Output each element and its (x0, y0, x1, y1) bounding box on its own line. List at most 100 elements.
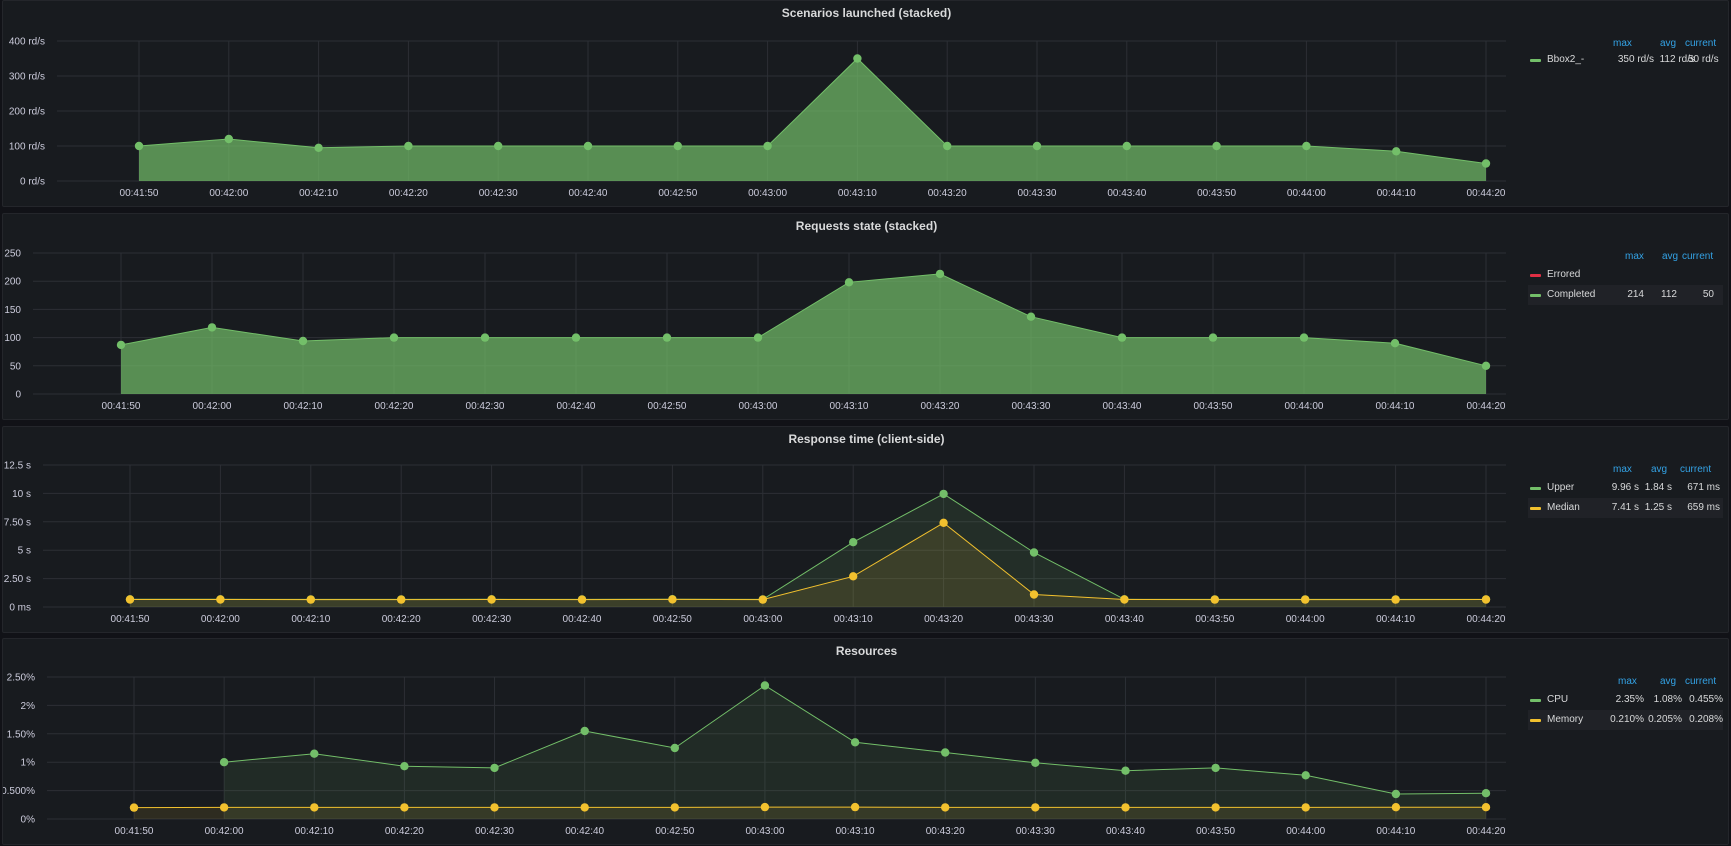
data-point[interactable] (219, 758, 229, 767)
data-point[interactable] (577, 595, 587, 604)
legend-header-max[interactable]: max (1625, 251, 1644, 262)
data-point[interactable] (571, 333, 581, 342)
data-point[interactable] (1391, 789, 1401, 799)
data-point[interactable] (1481, 789, 1491, 798)
data-point[interactable] (400, 762, 409, 771)
data-point[interactable] (314, 143, 323, 152)
data-point[interactable] (1211, 763, 1220, 773)
legend-header-avg[interactable]: avg (1662, 251, 1679, 262)
data-point[interactable] (1117, 333, 1127, 342)
data-point[interactable] (1301, 595, 1310, 604)
data-point[interactable] (310, 749, 319, 758)
data-point[interactable] (1481, 595, 1491, 604)
data-point[interactable] (1031, 758, 1040, 767)
panel-title[interactable]: Scenarios launched (stacked) (781, 6, 952, 20)
data-point[interactable] (1481, 803, 1491, 812)
data-point[interactable] (125, 595, 135, 604)
data-point[interactable] (943, 141, 952, 151)
legend-header-current[interactable]: current (1685, 676, 1717, 687)
legend-header-current[interactable]: current (1682, 251, 1714, 262)
data-point[interactable] (1391, 595, 1400, 604)
data-point[interactable] (670, 743, 679, 753)
data-point[interactable] (753, 333, 763, 342)
data-point[interactable] (494, 141, 503, 151)
panel-title[interactable]: Requests state (stacked) (795, 219, 938, 233)
data-point[interactable] (1121, 803, 1130, 812)
data-point[interactable] (662, 333, 672, 342)
data-point[interactable] (1208, 333, 1218, 342)
data-point[interactable] (1029, 548, 1039, 557)
data-point[interactable] (116, 340, 126, 350)
data-point[interactable] (849, 572, 858, 581)
data-point[interactable] (763, 141, 772, 151)
data-point[interactable] (850, 738, 860, 747)
data-point[interactable] (1302, 141, 1311, 151)
data-point[interactable] (1031, 803, 1040, 812)
legend-header-current[interactable]: current (1685, 38, 1717, 49)
data-point[interactable] (389, 333, 399, 342)
data-point[interactable] (760, 802, 770, 812)
data-point[interactable] (760, 681, 770, 690)
data-point[interactable] (673, 141, 682, 151)
data-point[interactable] (1299, 333, 1309, 342)
data-point[interactable] (1212, 141, 1221, 151)
data-point[interactable] (487, 595, 496, 604)
data-point[interactable] (1390, 339, 1400, 348)
data-point[interactable] (670, 803, 679, 812)
panel-title[interactable]: Response time (client-side) (788, 432, 945, 446)
data-point[interactable] (758, 595, 767, 604)
legend-header-avg[interactable]: avg (1660, 676, 1677, 687)
data-point[interactable] (935, 269, 945, 279)
data-point[interactable] (490, 803, 499, 812)
data-point[interactable] (1301, 771, 1310, 780)
legend-item-median[interactable]: Median 7.41 s 1.25 s 659 ms (1528, 498, 1723, 518)
data-point[interactable] (298, 336, 308, 346)
data-point[interactable] (580, 803, 589, 812)
data-point[interactable] (941, 748, 950, 757)
data-point[interactable] (1391, 803, 1401, 812)
data-point[interactable] (134, 141, 144, 151)
data-point[interactable] (1210, 595, 1220, 604)
data-point[interactable] (404, 141, 413, 151)
data-point[interactable] (1122, 141, 1132, 151)
data-point[interactable] (1026, 312, 1036, 321)
legend-item-memory[interactable]: Memory 0.210% 0.205% 0.208% (1528, 710, 1723, 730)
data-point[interactable] (939, 489, 948, 499)
data-point[interactable] (1481, 159, 1491, 168)
data-point[interactable] (583, 141, 593, 151)
data-point[interactable] (480, 333, 490, 342)
legend-header-current[interactable]: current (1680, 464, 1712, 475)
data-point[interactable] (306, 595, 315, 604)
data-point[interactable] (1120, 595, 1129, 604)
data-point[interactable] (1121, 766, 1130, 775)
data-point[interactable] (207, 323, 217, 332)
data-point[interactable] (400, 803, 409, 812)
data-point[interactable] (844, 278, 854, 287)
legend-item-bbox2[interactable]: Bbox2_- 350 rd/s 112 rd/s 50 rd/s (1528, 50, 1723, 70)
data-point[interactable] (1301, 803, 1310, 812)
data-point[interactable] (849, 538, 858, 547)
data-point[interactable] (397, 595, 406, 604)
legend-item-cpu[interactable]: CPU 2.35% 1.08% 0.455% (1528, 690, 1723, 710)
data-point[interactable] (1481, 361, 1491, 370)
data-point[interactable] (1032, 141, 1042, 151)
data-point[interactable] (668, 595, 677, 604)
legend-item-completed[interactable]: Completed 214 112 50 (1528, 285, 1723, 305)
legend-header-max[interactable]: max (1618, 676, 1637, 687)
data-point[interactable] (129, 803, 139, 812)
data-point[interactable] (853, 54, 862, 63)
data-point[interactable] (1392, 147, 1401, 156)
data-point[interactable] (310, 803, 319, 812)
legend-header-avg[interactable]: avg (1660, 38, 1677, 49)
data-point[interactable] (939, 518, 948, 527)
data-point[interactable] (941, 803, 950, 812)
data-point[interactable] (1029, 590, 1039, 599)
legend-header-avg[interactable]: avg (1651, 464, 1668, 475)
data-point[interactable] (850, 802, 860, 812)
data-point[interactable] (216, 595, 225, 604)
data-point[interactable] (224, 134, 233, 144)
legend-item-upper[interactable]: Upper 9.96 s 1.84 s 671 ms (1528, 478, 1723, 498)
data-point[interactable] (580, 726, 589, 736)
data-point[interactable] (219, 803, 229, 812)
panel-title[interactable]: Resources (835, 644, 898, 658)
